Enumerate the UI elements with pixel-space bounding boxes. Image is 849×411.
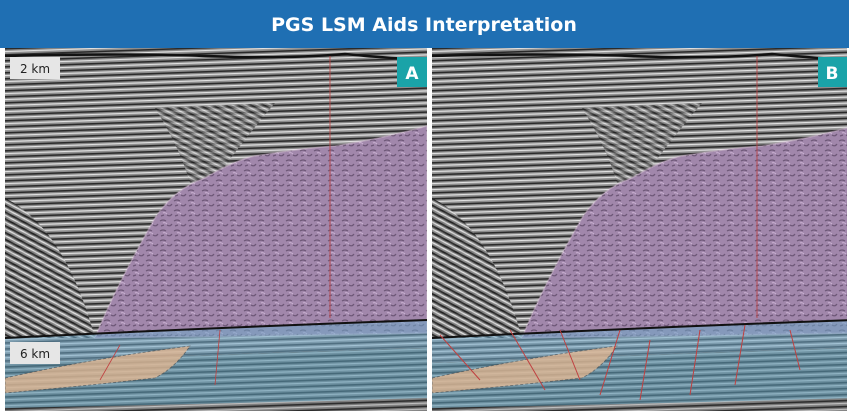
divider xyxy=(427,48,432,411)
scale-label: 2 km xyxy=(20,62,50,76)
panel-a xyxy=(5,48,427,411)
panel-label: B xyxy=(826,64,839,84)
panel-b xyxy=(432,48,847,411)
header-bar xyxy=(0,0,849,48)
scale-box xyxy=(10,342,60,364)
panel-label-box xyxy=(818,57,847,87)
scale-label: 6 km xyxy=(20,347,50,361)
panel-label: A xyxy=(405,64,419,84)
panel-label-box xyxy=(397,57,427,87)
title: PGS LSM Aids Interpretation xyxy=(271,14,577,36)
scale-box xyxy=(10,57,60,79)
